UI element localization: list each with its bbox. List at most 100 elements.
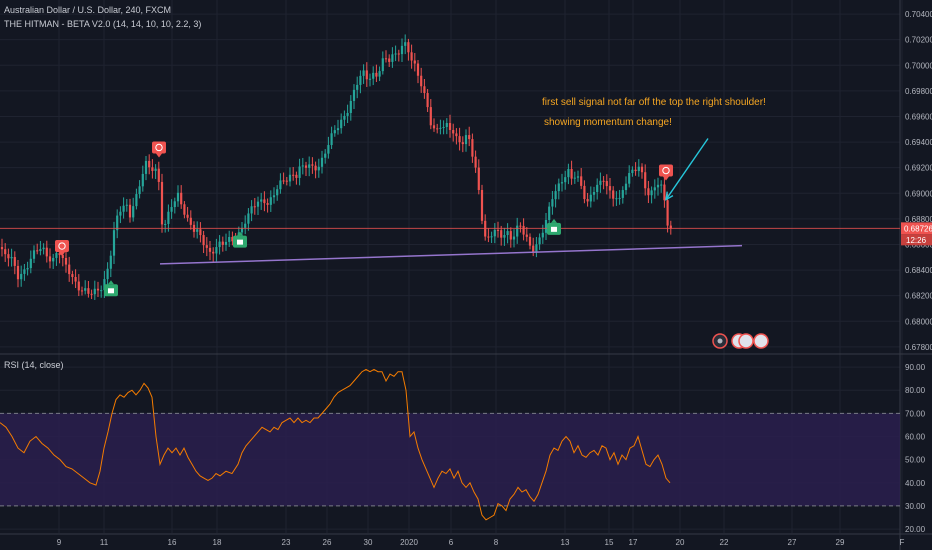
candle — [183, 204, 186, 215]
candle — [208, 247, 212, 252]
candle — [109, 255, 112, 269]
candle — [269, 197, 272, 205]
rsi-tick-label: 90.00 — [905, 363, 926, 372]
candle — [167, 211, 170, 224]
price-tick-label: 0.69200 — [905, 164, 932, 173]
annotation-arrow-line[interactable] — [665, 138, 709, 200]
candle — [125, 204, 128, 206]
candle — [221, 241, 224, 245]
candle — [13, 257, 16, 266]
buy-icon — [237, 239, 243, 245]
sell-icon — [155, 143, 163, 152]
event-icons[interactable] — [712, 333, 769, 349]
annotation-text-2: showing momentum change! — [544, 117, 672, 128]
candle — [480, 189, 484, 221]
buy-icon — [551, 226, 557, 232]
candle — [359, 75, 362, 85]
price-axis[interactable]: 0.70400 0.70200 0.70000 0.69800 0.69600 0.694… — [905, 10, 932, 352]
candle — [436, 128, 439, 130]
candle — [10, 257, 13, 259]
candle — [647, 188, 650, 196]
rsi-tick-label: 40.00 — [905, 479, 926, 488]
time-axis[interactable]: 9 11 16 18 23 26 30 2020 6 8 13 15 17 20 22 27 29 F — [57, 538, 905, 547]
candle — [493, 229, 496, 237]
rsi-axis[interactable]: 90.00 80.00 70.00 60.00 50.00 40.00 30.00 20.00 — [905, 363, 926, 534]
candle — [202, 235, 205, 246]
candle — [535, 244, 538, 253]
candle — [519, 225, 522, 227]
candle — [23, 269, 26, 274]
candle — [365, 70, 368, 80]
time-tick-label: 27 — [788, 538, 797, 547]
candle — [340, 119, 343, 129]
price-tick-label: 0.70400 — [905, 10, 932, 19]
candle — [346, 112, 349, 116]
sell-signal-pointer — [59, 252, 65, 257]
candle — [218, 241, 221, 248]
candle — [503, 235, 506, 238]
time-tick-label: 2020 — [400, 538, 418, 547]
sell-signal-box — [55, 240, 69, 253]
time-tick-label: 29 — [836, 538, 845, 547]
candle — [666, 200, 669, 226]
sell-signal-pointer — [663, 176, 669, 181]
candle — [532, 245, 535, 253]
candle — [557, 183, 560, 192]
candle — [240, 227, 244, 233]
sell-signal — [659, 164, 673, 181]
symbol-legend[interactable]: Australian Dollar / U.S. Dollar, 240, FX… — [4, 5, 172, 15]
candle — [541, 232, 544, 238]
candle — [573, 177, 576, 179]
indicator-legend[interactable]: THE HITMAN - BETA V2.0 (14, 14, 10, 10, … — [4, 19, 202, 29]
candle — [391, 54, 394, 62]
candle — [416, 63, 420, 76]
candle — [397, 53, 400, 55]
candle — [103, 279, 106, 291]
price-tick-label: 0.70000 — [905, 61, 932, 70]
candle — [394, 53, 397, 55]
candle — [621, 190, 624, 198]
rsi-legend[interactable]: RSI (14, close) — [4, 360, 64, 370]
candle — [279, 180, 282, 190]
candle — [253, 206, 256, 208]
candle — [551, 199, 554, 207]
price-tick-label: 0.67800 — [905, 343, 932, 352]
candle — [74, 276, 77, 282]
candle — [58, 253, 61, 256]
event-icon[interactable] — [753, 333, 769, 349]
candle — [157, 168, 160, 182]
candle — [93, 288, 96, 295]
candle — [250, 206, 253, 214]
candle — [164, 223, 167, 225]
candle — [464, 135, 468, 145]
candle — [151, 167, 154, 171]
support-trendline[interactable] — [159, 244, 743, 265]
sell-signal — [152, 141, 166, 158]
candle — [7, 254, 10, 259]
candle — [423, 86, 426, 94]
candle — [20, 273, 23, 280]
event-icon[interactable] — [738, 333, 754, 349]
annotation-arrow-head[interactable] — [665, 191, 674, 201]
candle — [311, 164, 314, 166]
buy-icon — [108, 288, 114, 294]
candle — [592, 192, 596, 195]
candle — [308, 164, 311, 168]
candle — [605, 181, 608, 187]
candlestick-series — [0, 34, 672, 300]
candle — [244, 223, 247, 228]
candle — [384, 58, 388, 60]
buy-signal-pointer — [551, 218, 557, 223]
time-tick-label: 26 — [323, 538, 332, 547]
time-tick-label: 22 — [720, 538, 729, 547]
annotation-arrow[interactable] — [665, 138, 709, 201]
trendline[interactable] — [159, 244, 743, 265]
candle — [554, 191, 557, 200]
candle — [336, 128, 340, 131]
candle — [458, 136, 461, 143]
candle — [663, 184, 666, 201]
candle — [429, 107, 432, 126]
time-tick-label: 11 — [100, 538, 109, 547]
candle — [349, 100, 352, 113]
